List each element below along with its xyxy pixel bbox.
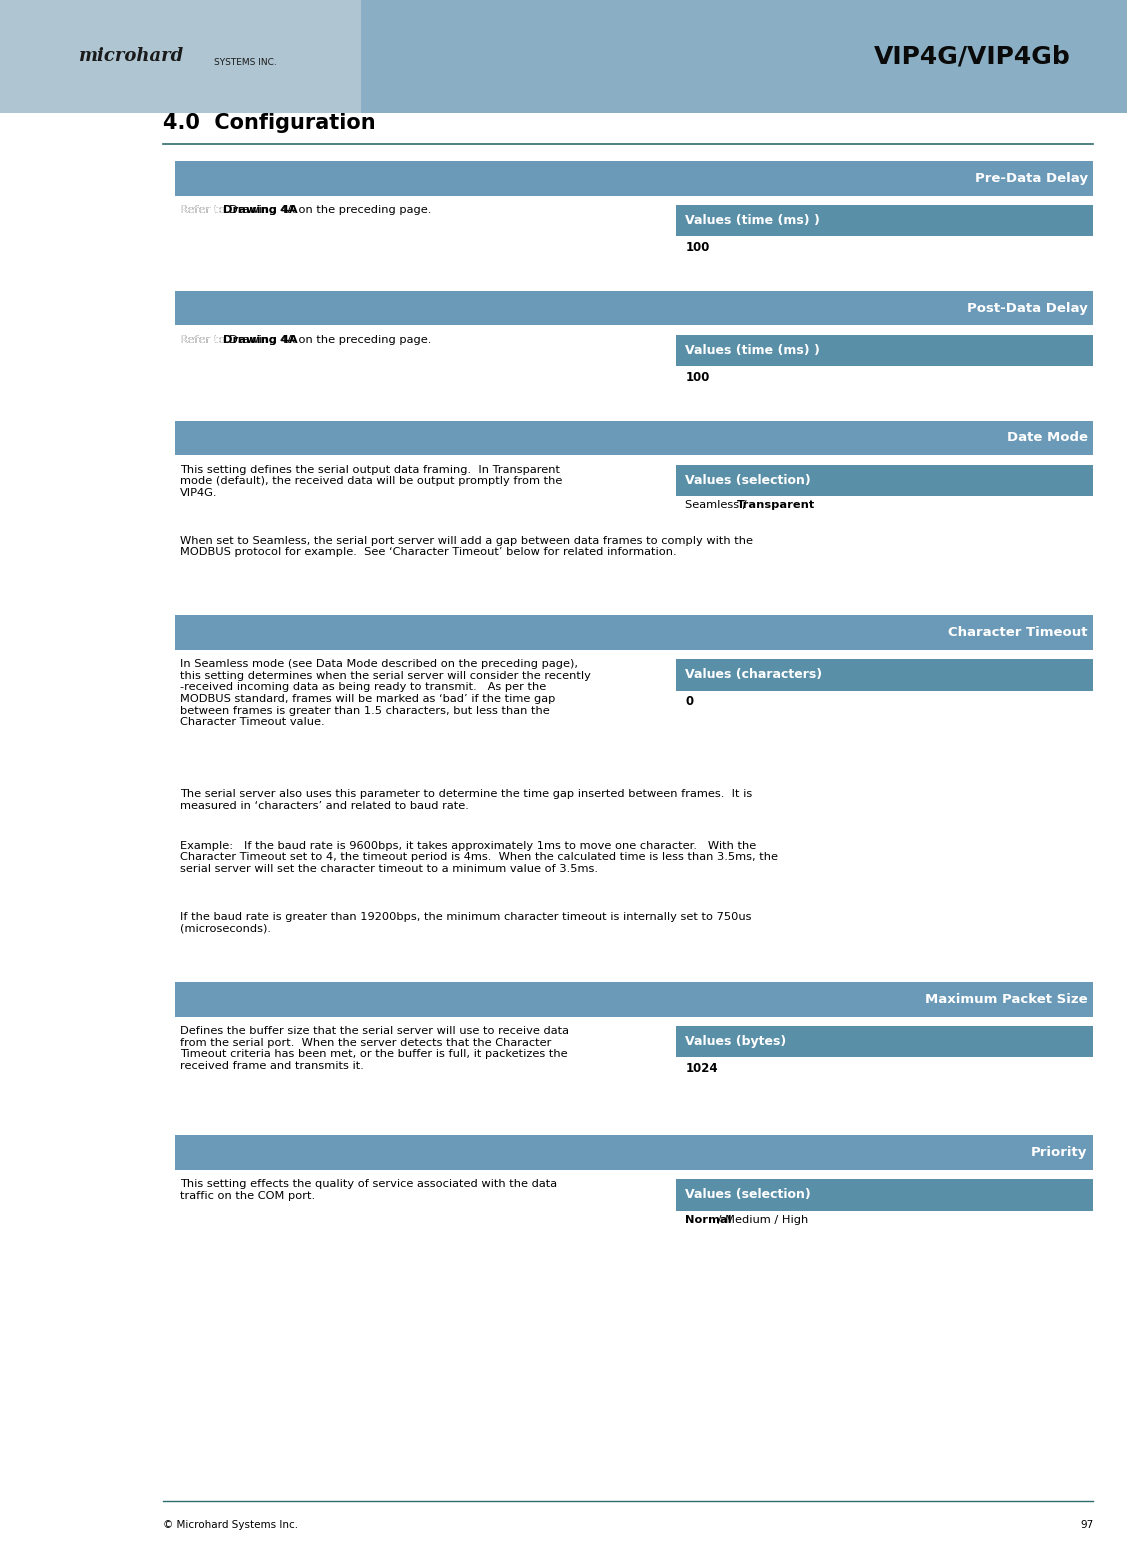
Text: Post-Data Delay: Post-Data Delay — [967, 302, 1088, 314]
Text: Values (selection): Values (selection) — [685, 1189, 811, 1201]
Text: / Medium / High: / Medium / High — [713, 1215, 808, 1225]
Text: Priority: Priority — [1031, 1146, 1088, 1159]
Text: Pre-Data Delay: Pre-Data Delay — [975, 172, 1088, 185]
Text: Refer to: Refer to — [180, 335, 229, 344]
Text: This setting defines the serial output data framing.  In Transparent
mode (defau: This setting defines the serial output d… — [180, 465, 562, 497]
FancyBboxPatch shape — [175, 421, 1093, 455]
FancyBboxPatch shape — [0, 0, 1127, 113]
Text: This setting effects the quality of service associated with the data
traffic on : This setting effects the quality of serv… — [180, 1179, 558, 1201]
Text: Normal: Normal — [685, 1215, 731, 1225]
Text: microhard: microhard — [79, 47, 184, 66]
FancyBboxPatch shape — [676, 335, 1093, 366]
Text: If the baud rate is greater than 19200bps, the minimum character timeout is inte: If the baud rate is greater than 19200bp… — [180, 912, 752, 934]
Text: SYSTEMS INC.: SYSTEMS INC. — [214, 58, 277, 67]
FancyBboxPatch shape — [175, 291, 1093, 325]
Text: The serial server also uses this parameter to determine the time gap inserted be: The serial server also uses this paramet… — [180, 790, 753, 810]
FancyBboxPatch shape — [676, 1026, 1093, 1057]
Text: Seamless /: Seamless / — [685, 500, 751, 510]
Text: Values (characters): Values (characters) — [685, 668, 823, 682]
Text: 97: 97 — [1080, 1520, 1093, 1530]
Text: Refer to Drawing 4A on the preceding page.: Refer to Drawing 4A on the preceding pag… — [180, 335, 432, 344]
FancyBboxPatch shape — [676, 465, 1093, 496]
FancyBboxPatch shape — [0, 0, 361, 113]
FancyBboxPatch shape — [676, 205, 1093, 236]
Text: 0: 0 — [685, 696, 693, 708]
FancyBboxPatch shape — [175, 1135, 1093, 1170]
Text: 100: 100 — [685, 371, 710, 383]
Text: Drawing 4A: Drawing 4A — [223, 335, 298, 344]
Text: © Microhard Systems Inc.: © Microhard Systems Inc. — [163, 1520, 299, 1530]
FancyBboxPatch shape — [175, 161, 1093, 196]
Text: Refer to: Refer to — [180, 205, 229, 214]
Text: 100: 100 — [685, 241, 710, 253]
Text: Maximum Packet Size: Maximum Packet Size — [925, 993, 1088, 1006]
Text: Example:   If the baud rate is 9600bps, it takes approximately 1ms to move one c: Example: If the baud rate is 9600bps, it… — [180, 841, 779, 874]
Text: 4.0  Configuration: 4.0 Configuration — [163, 113, 376, 133]
Text: Values (selection): Values (selection) — [685, 474, 811, 486]
Text: Values (bytes): Values (bytes) — [685, 1035, 787, 1048]
Text: Values (time (ms) ): Values (time (ms) ) — [685, 344, 820, 357]
Text: Values (time (ms) ): Values (time (ms) ) — [685, 214, 820, 227]
FancyBboxPatch shape — [676, 1179, 1093, 1211]
FancyBboxPatch shape — [175, 616, 1093, 651]
Text: Date Mode: Date Mode — [1006, 432, 1088, 444]
Text: 1024: 1024 — [685, 1062, 718, 1074]
Text: Character Timeout: Character Timeout — [948, 626, 1088, 640]
Text: Defines the buffer size that the serial server will use to receive data
from the: Defines the buffer size that the serial … — [180, 1026, 569, 1071]
Text: Refer to Drawing 4A on the preceding page.: Refer to Drawing 4A on the preceding pag… — [180, 205, 432, 214]
Text: VIP4G/VIP4Gb: VIP4G/VIP4Gb — [873, 44, 1071, 69]
Text: Drawing 4A: Drawing 4A — [223, 205, 298, 214]
FancyBboxPatch shape — [175, 982, 1093, 1017]
Text: When set to Seamless, the serial port server will add a gap between data frames : When set to Seamless, the serial port se… — [180, 536, 753, 557]
Text: In Seamless mode (see Data Mode described on the preceding page),
this setting d: In Seamless mode (see Data Mode describe… — [180, 660, 592, 727]
FancyBboxPatch shape — [676, 660, 1093, 691]
Text: Transparent: Transparent — [737, 500, 816, 510]
